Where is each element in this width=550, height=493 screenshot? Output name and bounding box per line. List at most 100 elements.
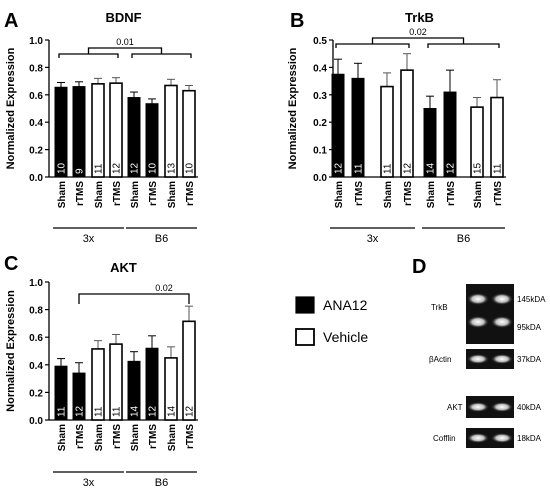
category-label: rTMS — [112, 424, 123, 449]
chart-title: AKT — [110, 260, 137, 275]
blot-band — [467, 293, 489, 305]
blot-band — [491, 293, 513, 305]
category-label: Sham — [334, 181, 345, 208]
bar-n-label: 11 — [383, 163, 394, 174]
blot-size-18: 18kDA — [517, 434, 542, 443]
significance-subbracket — [427, 43, 500, 48]
significance-bracket — [87, 47, 163, 54]
y-tick-label: 0.0 — [29, 173, 43, 184]
bar-n-label: 11 — [94, 406, 105, 417]
group-label: B6 — [155, 477, 168, 489]
y-tick-label: 1.0 — [29, 278, 43, 289]
bar-n-label: 11 — [112, 406, 123, 417]
legend-swatch-vehicle — [295, 328, 315, 346]
chart-panel-akt: AKT Normalized Expression 0.0 0.2 0.4 0.6 0.8 1… — [5, 260, 198, 489]
category-label: Sham — [94, 181, 105, 208]
bar-n-label: 12 — [403, 162, 414, 174]
bar — [164, 84, 178, 178]
y-tick-label: 0.2 — [29, 146, 43, 157]
category-label: rTMS — [493, 181, 504, 206]
bar — [91, 83, 105, 178]
y-tick-label: 1.0 — [29, 36, 43, 47]
bar-n-label: 11 — [57, 406, 68, 417]
chart-panel-bdnf: BDNF Normalized Expression 0.0 0.2 0.4 0.6 0.8… — [5, 10, 198, 245]
western-blots: TrkB 145kDA 95kDA βActin 37kDA AKT 40kDA… — [429, 284, 546, 448]
blot-label-cofflin: Cofflin — [433, 434, 456, 443]
y-tick-label: 0.8 — [29, 63, 43, 74]
category-label: rTMS — [148, 424, 159, 449]
category-label: rTMS — [185, 181, 196, 206]
y-tick-label: 0.2 — [29, 388, 43, 399]
bar — [182, 89, 196, 178]
blot-label-bactin: βActin — [429, 355, 451, 364]
panel-letter-c: C — [4, 253, 18, 275]
significance-subbracket — [131, 53, 192, 58]
bar — [109, 82, 123, 178]
bar-n-label: 10 — [185, 162, 196, 174]
bar-n-label: 10 — [148, 162, 159, 174]
category-label: rTMS — [403, 181, 414, 206]
bar — [91, 348, 105, 421]
category-label: Sham — [473, 181, 484, 208]
bar — [145, 347, 159, 421]
bar-n-label: 11 — [94, 163, 105, 174]
chart-panel-trkb: TrkB Normalized Expression 0.0 0.1 0.2 0.3 0.4… — [287, 10, 506, 245]
bar — [127, 360, 141, 421]
category-label: Sham — [383, 181, 394, 208]
y-tick-label: 0.8 — [29, 306, 43, 317]
legend-label-vehicle: Vehicle — [323, 329, 368, 345]
y-tick-label: 0.2 — [313, 118, 327, 129]
group-label: B6 — [155, 233, 168, 245]
significance-label: 0.01 — [116, 37, 134, 47]
chart-title: TrkB — [405, 10, 434, 25]
panel-letter-d: D — [412, 256, 426, 278]
y-tick-label: 0.4 — [313, 63, 327, 74]
category-label: rTMS — [148, 181, 159, 206]
significance-label: 0.02 — [155, 283, 173, 293]
y-tick-label: 0.5 — [313, 36, 327, 47]
y-tick-label: 0.3 — [313, 91, 327, 102]
significance-label: 0.02 — [409, 27, 427, 37]
y-axis-label: Normalized Expression — [287, 47, 299, 169]
category-label: rTMS — [75, 181, 86, 206]
category-label: Sham — [167, 424, 178, 451]
category-label: rTMS — [75, 424, 86, 449]
y-tick-label: 0.4 — [29, 361, 43, 372]
blot-band — [467, 402, 489, 412]
category-label: Sham — [57, 181, 68, 208]
significance-bracket — [78, 293, 190, 304]
category-label: Sham — [94, 424, 105, 451]
group-label: 3x — [83, 477, 95, 489]
bar — [54, 86, 68, 178]
bar — [145, 103, 159, 178]
significance-subbracket — [58, 53, 119, 58]
bar-n-label: 12 — [148, 405, 159, 417]
bar-n-label: 11 — [493, 163, 504, 174]
y-tick-label: 0.0 — [29, 416, 43, 427]
y-axis-label: Normalized Expression — [5, 290, 17, 412]
category-label: Sham — [130, 424, 141, 451]
blot-band — [467, 433, 489, 443]
bar — [351, 77, 365, 178]
category-label: Sham — [57, 424, 68, 451]
y-tick-label: 0.6 — [29, 91, 43, 102]
blot-band — [491, 316, 513, 328]
blot-band — [491, 354, 513, 364]
category-label: rTMS — [354, 181, 365, 206]
bar — [109, 343, 123, 421]
category-label: rTMS — [446, 181, 457, 206]
y-tick-label: 0.6 — [29, 333, 43, 344]
y-tick-label: 0.1 — [313, 146, 327, 157]
bar-n-label: 14 — [426, 162, 437, 174]
bar-n-label: 13 — [167, 162, 178, 174]
bar — [54, 365, 68, 421]
blot-size-145: 145kDA — [517, 295, 546, 304]
blot-band — [491, 433, 513, 443]
chart-title: BDNF — [105, 10, 141, 25]
category-label: Sham — [167, 181, 178, 208]
blot-band — [491, 402, 513, 412]
bar-n-label: 12 — [130, 162, 141, 174]
bar-n-label: 9 — [75, 168, 86, 174]
bar — [72, 372, 86, 421]
panel-letter-b: B — [290, 10, 304, 32]
